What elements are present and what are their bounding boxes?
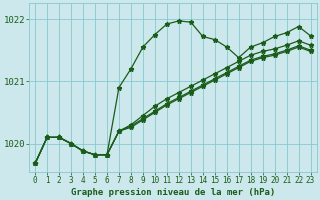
X-axis label: Graphe pression niveau de la mer (hPa): Graphe pression niveau de la mer (hPa) (71, 188, 275, 197)
